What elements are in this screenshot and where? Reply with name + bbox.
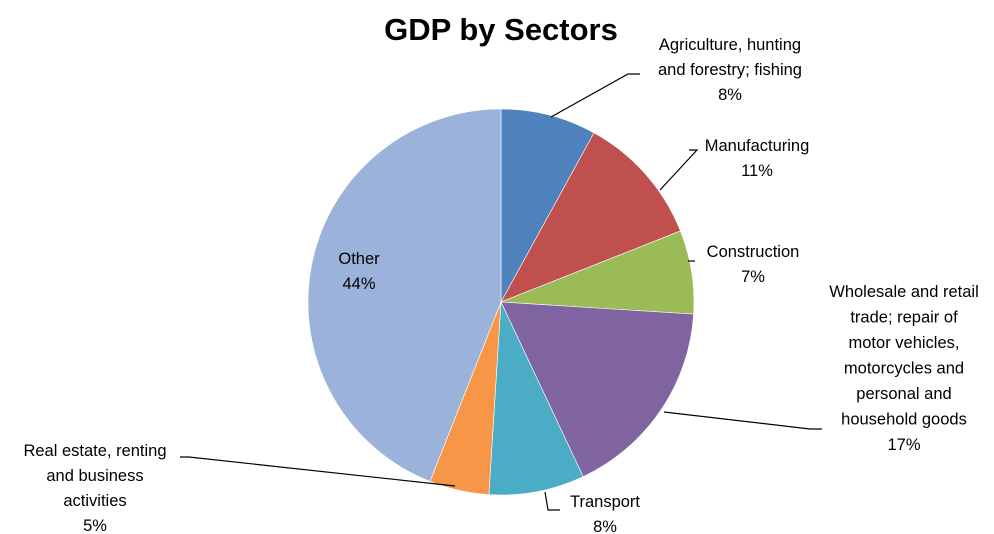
label-line-other-0: Other <box>338 250 380 268</box>
pie-slices <box>307 108 695 496</box>
label-line-real-estate-2: activities <box>63 492 126 510</box>
chart-title: GDP by Sectors <box>384 12 618 47</box>
label-line-construction-1: 7% <box>741 268 765 286</box>
label-line-wholesale-retail-3: motorcycles and <box>844 360 964 378</box>
leader-line-manufacturing <box>659 149 699 191</box>
label-line-wholesale-retail-2: motor vehicles, <box>849 334 960 352</box>
label-line-real-estate-1: and business <box>46 467 143 485</box>
label-real-estate: Real estate, renting and business activiti… <box>23 442 166 534</box>
label-line-construction-0: Construction <box>707 243 800 261</box>
slice-transport <box>488 301 584 496</box>
slice-agriculture <box>500 108 595 303</box>
label-line-real-estate-3: 5% <box>83 517 107 534</box>
slice-wholesale-retail <box>500 301 694 478</box>
slice-labels: Agriculture, hunting and forestry; fishin… <box>23 36 978 534</box>
leader-line-real-estate <box>180 456 456 487</box>
label-agriculture: Agriculture, hunting and forestry; fishin… <box>658 36 802 104</box>
label-line-agriculture-2: 8% <box>718 86 742 104</box>
label-line-other-1: 44% <box>342 275 375 293</box>
label-manufacturing: Manufacturing 11% <box>705 137 810 180</box>
leader-lines <box>180 73 822 511</box>
leader-line-agriculture <box>550 73 640 118</box>
label-other: Other 44% <box>338 250 380 293</box>
label-wholesale-retail: Wholesale and retail trade; repair of moto… <box>829 283 979 454</box>
label-line-agriculture-0: Agriculture, hunting <box>659 36 801 54</box>
label-line-real-estate-0: Real estate, renting <box>23 442 166 460</box>
label-line-agriculture-1: and forestry; fishing <box>658 61 802 79</box>
label-line-wholesale-retail-6: 17% <box>887 436 920 454</box>
leader-line-wholesale-retail <box>663 411 822 430</box>
label-line-manufacturing-0: Manufacturing <box>705 137 810 155</box>
slice-manufacturing <box>500 132 681 303</box>
label-line-transport-0: Transport <box>570 493 640 511</box>
label-line-transport-1: 8% <box>593 518 617 534</box>
label-line-wholesale-retail-0: Wholesale and retail <box>829 283 979 301</box>
label-construction: Construction 7% <box>707 243 800 286</box>
label-line-wholesale-retail-1: trade; repair of <box>850 309 958 327</box>
label-transport: Transport 8% <box>570 493 640 534</box>
slice-other <box>307 108 502 482</box>
leader-line-transport <box>544 491 560 511</box>
label-line-wholesale-retail-4: personal and <box>856 385 951 403</box>
label-line-manufacturing-1: 11% <box>741 162 773 180</box>
label-line-wholesale-retail-5: household goods <box>841 411 967 429</box>
